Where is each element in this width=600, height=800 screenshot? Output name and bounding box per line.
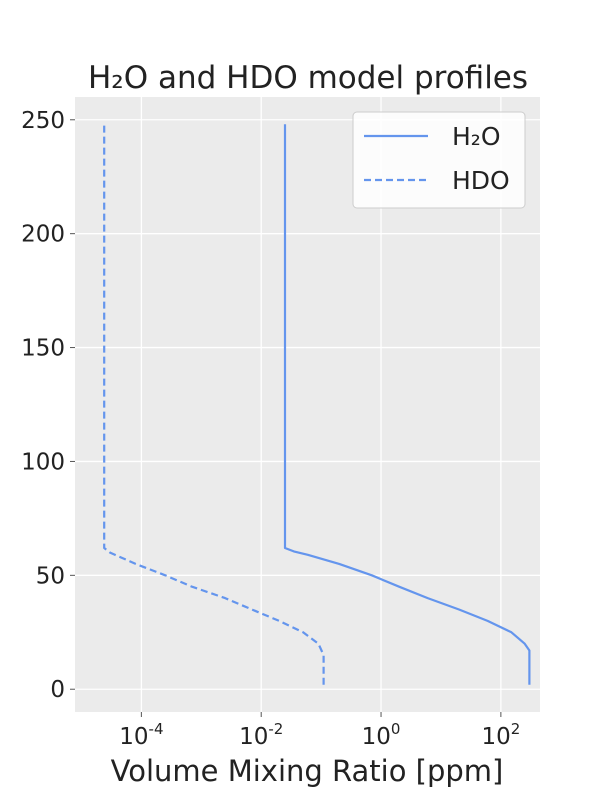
y-ticks: 0 50 100 150 200 250: [21, 108, 75, 703]
y-tick-label: 100: [21, 449, 65, 475]
y-tick-label: 250: [21, 108, 65, 134]
x-ticks: 10-4 10-2 100 102: [119, 712, 520, 750]
x-tick-label: 100: [362, 720, 401, 750]
x-tick-label: 102: [481, 720, 520, 750]
y-tick-label: 200: [21, 222, 65, 248]
chart-title: H₂O and HDO model profiles: [88, 60, 528, 96]
legend: H₂O HDO: [352, 111, 526, 209]
y-tick-label: 0: [50, 677, 65, 703]
series-line-h2o: [283, 124, 531, 685]
series-line-hdo: [103, 124, 325, 685]
legend-label-h2o: H₂O: [452, 122, 501, 151]
x-tick-label: 10-4: [119, 720, 163, 750]
y-tick-label: 50: [36, 563, 65, 589]
legend-label-hdo: HDO: [452, 166, 510, 195]
x-axis-label: Volume Mixing Ratio [ppm]: [111, 754, 504, 788]
series-lines: [103, 124, 531, 685]
x-tick-label: 10-2: [239, 720, 283, 750]
y-tick-label: 150: [21, 336, 65, 362]
